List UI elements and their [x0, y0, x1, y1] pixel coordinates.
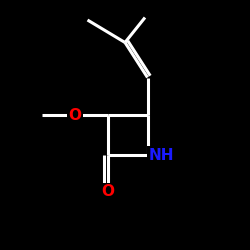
Text: NH: NH: [148, 148, 174, 162]
Text: O: O: [101, 184, 114, 199]
Text: O: O: [68, 108, 82, 122]
